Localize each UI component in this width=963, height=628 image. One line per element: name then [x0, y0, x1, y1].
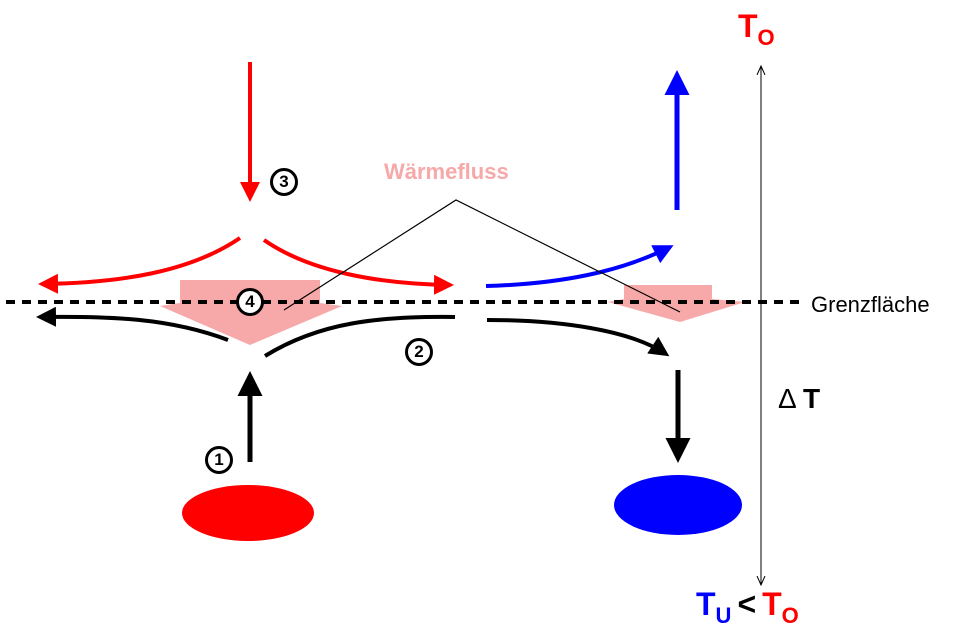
- step-2-badge: 2: [405, 338, 433, 366]
- cold-spread-arrow: [485, 245, 674, 288]
- interface-label: Grenzfläche: [811, 292, 930, 317]
- cold-parcel: [614, 475, 742, 535]
- spread-arrow-right-continue: [486, 318, 670, 357]
- bottom-temperature: TU: [696, 586, 732, 628]
- heat-flow-arrow-right: [608, 285, 745, 322]
- top-temperature-ref: TO: [762, 586, 799, 628]
- less-than-sign: <: [737, 586, 757, 622]
- spread-arrow-right-lower: [263, 314, 456, 358]
- step-3-badge: 3: [270, 168, 298, 196]
- step-1-badge: 1: [205, 446, 233, 474]
- spread-arrow-left-upper: [38, 236, 242, 294]
- temperature-relation-label: TU < TO: [696, 586, 799, 628]
- warm-parcel: [182, 485, 314, 541]
- step-4-badge: 4: [236, 288, 264, 316]
- temperature-difference-label: Δ T: [778, 383, 821, 414]
- heat-flow-pointer: [283, 199, 681, 313]
- top-temperature-label: TO: [738, 8, 775, 50]
- spread-arrow-left-lower: [36, 306, 229, 342]
- heat-flow-label: Wärmefluss: [384, 159, 509, 184]
- spread-arrow-right-upper: [262, 238, 454, 295]
